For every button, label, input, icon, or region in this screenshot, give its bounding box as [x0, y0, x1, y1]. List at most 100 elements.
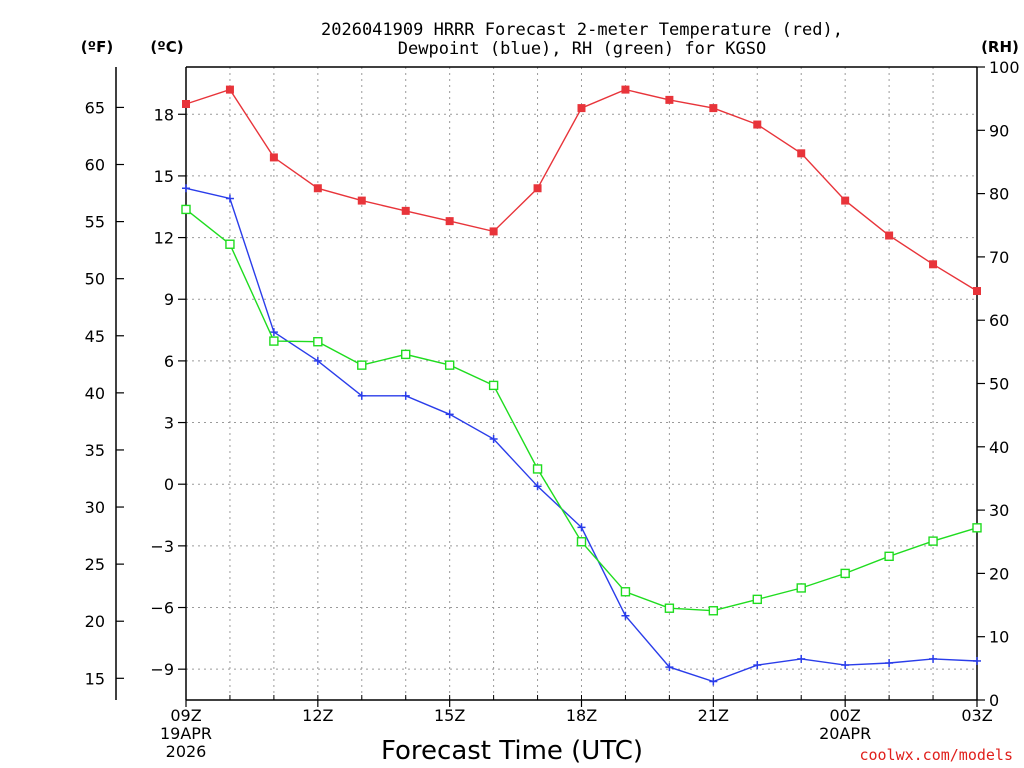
data-point: [709, 104, 718, 113]
data-point: [708, 606, 719, 616]
rh-tick-label: 30: [989, 501, 1009, 520]
data-point: [621, 611, 630, 620]
x-tick-label: 20APR: [819, 724, 871, 743]
data-point: [576, 537, 587, 547]
data-point: [797, 654, 806, 663]
data-point: [269, 336, 279, 346]
celsius-tick-label: 6: [164, 352, 174, 371]
data-point: [620, 587, 631, 597]
data-point: [664, 603, 675, 613]
data-point: [885, 659, 894, 668]
data-point: [841, 196, 850, 205]
x-tick-label: 00Z: [830, 706, 861, 725]
data-point: [225, 194, 234, 203]
data-point: [577, 104, 586, 113]
data-point: [841, 661, 850, 670]
data-point: [972, 523, 982, 533]
celsius-tick-label: −9: [150, 660, 174, 679]
rh-tick-label: 10: [989, 628, 1009, 647]
data-series: [181, 85, 982, 686]
data-point: [357, 391, 366, 400]
x-tick-label: 03Z: [961, 706, 992, 725]
rh-tick-label: 90: [989, 121, 1009, 140]
fahrenheit-unit-label: (ºF): [81, 38, 113, 56]
x-tick-label: 09Z: [170, 706, 201, 725]
rh-tick-label: 70: [989, 248, 1009, 267]
data-point: [357, 196, 366, 205]
fahrenheit-tick-label: 55: [85, 213, 105, 232]
data-point: [269, 153, 278, 162]
x-tick-label: 19APR: [160, 724, 212, 743]
fahrenheit-tick-label: 40: [85, 384, 105, 403]
rh-unit-label: (RH): [981, 38, 1019, 56]
fahrenheit-tick-label: 65: [85, 98, 105, 117]
celsius-tick-label: 0: [164, 475, 174, 494]
data-point: [445, 410, 454, 419]
rh-tick-label: 80: [989, 185, 1009, 204]
data-point: [929, 260, 938, 269]
fahrenheit-tick-label: 45: [85, 327, 105, 346]
chart-title-line-1: 2026041909 HRRR Forecast 2-meter Tempera…: [321, 20, 843, 40]
data-point: [577, 523, 586, 532]
fahrenheit-tick-label: 20: [85, 612, 105, 631]
data-point: [533, 184, 542, 193]
data-point: [445, 217, 454, 226]
data-point: [313, 337, 323, 347]
data-point: [884, 551, 894, 562]
data-point: [225, 239, 235, 249]
rh-tick-label: 100: [989, 58, 1020, 77]
data-point: [621, 85, 630, 94]
celsius-tick-label: 3: [164, 414, 174, 433]
data-point: [532, 464, 543, 474]
x-tick-label: 18Z: [566, 706, 597, 725]
tick-labels: −9 −6 −3 0 3 6 9 12 15 18 15 20 25 30 35 40 45 50 55 60 65 0 1…: [85, 58, 1020, 761]
celsius-tick-label: −6: [150, 599, 174, 618]
data-point: [928, 536, 938, 546]
axes: [115, 66, 985, 707]
data-point: [444, 360, 455, 370]
credit-link[interactable]: coolwx.com/models: [859, 746, 1013, 764]
data-point: [885, 231, 894, 240]
celsius-tick-label: 9: [164, 290, 174, 309]
data-point: [225, 85, 234, 94]
fahrenheit-tick-label: 25: [85, 555, 105, 574]
data-point: [181, 204, 191, 215]
rh-tick-label: 60: [989, 311, 1009, 330]
rh-tick-label: 40: [989, 438, 1009, 457]
fahrenheit-tick-label: 30: [85, 498, 105, 517]
data-point: [665, 663, 674, 672]
data-point: [797, 149, 806, 158]
fahrenheit-tick-label: 50: [85, 270, 105, 289]
data-point: [401, 349, 411, 360]
fahrenheit-tick-label: 15: [85, 669, 105, 688]
data-point: [182, 99, 190, 108]
rh-tick-label: 20: [989, 564, 1009, 583]
rh-tick-label: 50: [989, 375, 1009, 394]
data-point: [752, 594, 762, 605]
celsius-tick-label: 15: [154, 167, 174, 186]
data-point: [313, 184, 322, 193]
series-dewpoint: [182, 184, 981, 686]
data-point: [488, 380, 499, 391]
data-point: [401, 391, 410, 400]
data-point: [665, 95, 674, 104]
celsius-tick-label: −3: [150, 537, 174, 556]
x-tick-label: 2026: [166, 742, 207, 761]
series-2-meter-temperature: [182, 85, 981, 296]
x-tick-label: 21Z: [698, 706, 729, 725]
data-point: [929, 654, 938, 663]
series-rh: [181, 204, 982, 616]
data-point: [401, 206, 410, 215]
celsius-tick-label: 18: [154, 105, 174, 124]
fahrenheit-tick-label: 60: [85, 156, 105, 175]
celsius-unit-label: (ºC): [150, 38, 183, 56]
data-point: [753, 661, 762, 670]
grid-lines: [186, 67, 977, 700]
fahrenheit-tick-label: 35: [85, 441, 105, 460]
data-point: [973, 656, 981, 665]
data-point: [796, 583, 806, 593]
x-axis-label: Forecast Time (UTC): [381, 736, 643, 766]
data-point: [840, 568, 850, 579]
x-tick-label: 12Z: [302, 706, 333, 725]
